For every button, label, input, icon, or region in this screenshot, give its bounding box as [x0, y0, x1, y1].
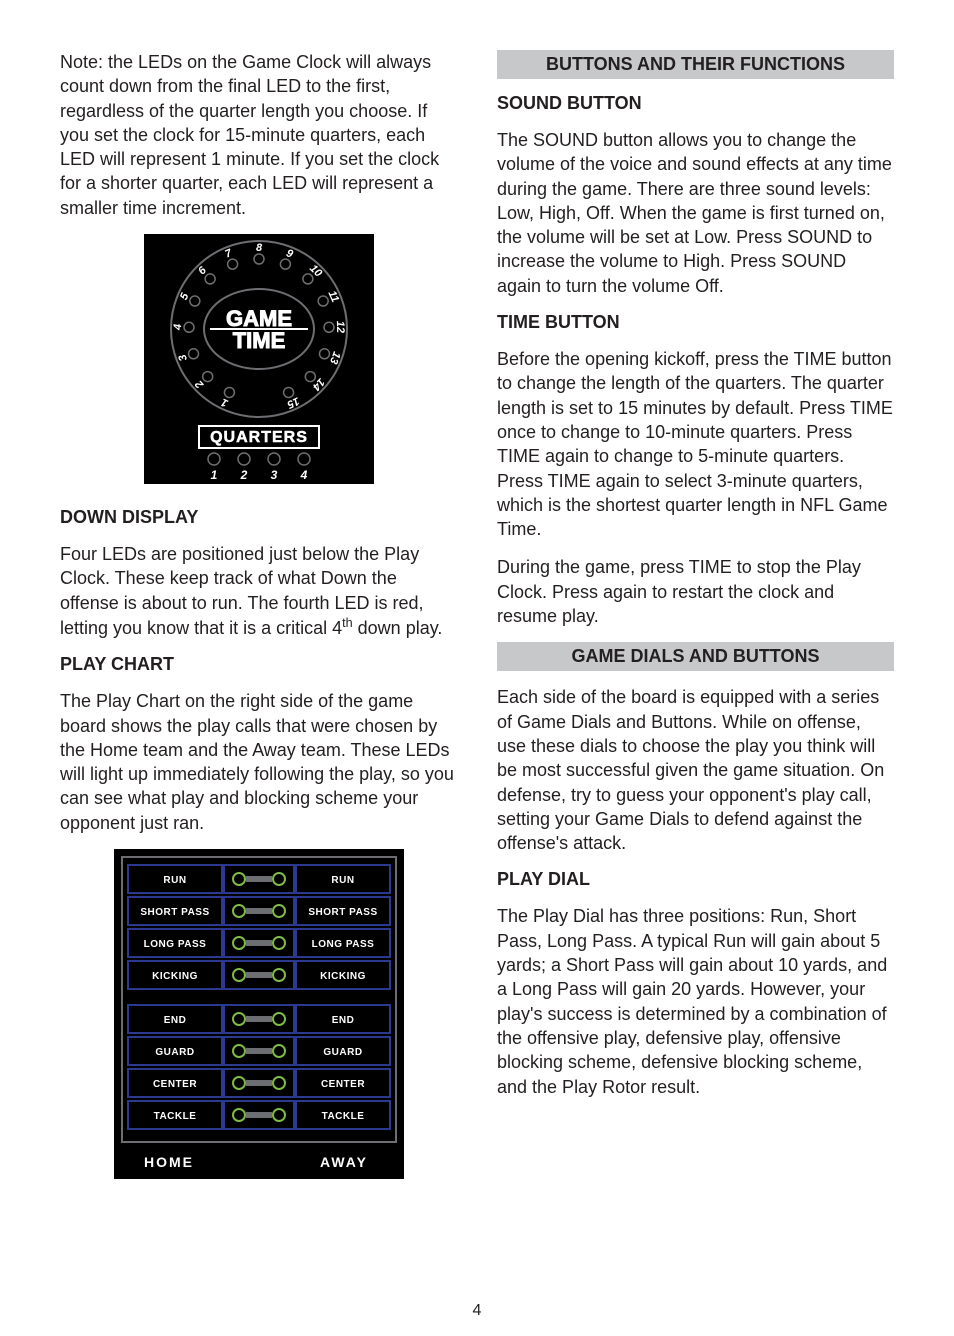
- chart-label-right: LONG PASS: [311, 939, 374, 950]
- chart-label-left: RUN: [163, 875, 186, 886]
- game-clock-svg: 123456789101112131415 GAME TIME QUARTERS…: [144, 234, 374, 484]
- down-display-body: Four LEDs are positioned just below the …: [60, 542, 457, 640]
- intro-paragraph: Note: the LEDs on the Game Clock will al…: [60, 50, 457, 220]
- play-chart-heading: PLAY CHART: [60, 654, 457, 675]
- chart-label-right: GUARD: [323, 1047, 362, 1058]
- clock-number: 8: [255, 242, 262, 254]
- brand-line2: TIME: [232, 328, 285, 353]
- play-dial-body: The Play Dial has three positions: Run, …: [497, 904, 894, 1098]
- chart-led-bar: [246, 972, 272, 978]
- chart-label-left: KICKING: [152, 971, 198, 982]
- chart-label-right: SHORT PASS: [308, 907, 377, 918]
- quarter-number: 3: [270, 468, 277, 482]
- left-column: Note: the LEDs on the Game Clock will al…: [60, 50, 457, 1202]
- chart-label-left: SHORT PASS: [140, 907, 209, 918]
- sound-button-heading: SOUND BUTTON: [497, 93, 894, 114]
- chart-footer-away: AWAY: [320, 1154, 368, 1170]
- down-display-heading: DOWN DISPLAY: [60, 507, 457, 528]
- buttons-functions-banner: BUTTONS AND THEIR FUNCTIONS: [497, 50, 894, 79]
- chart-label-right: KICKING: [320, 971, 366, 982]
- chart-label-right: RUN: [331, 875, 354, 886]
- quarter-number: 4: [299, 468, 307, 482]
- chart-led-bar: [246, 1016, 272, 1022]
- play-chart-figure: RUN RUN SHORT PASS SHORT PASS LONG PASS LONG …: [60, 849, 457, 1184]
- quarters-label: QUARTERS: [210, 429, 308, 446]
- quarter-number: 2: [239, 468, 247, 482]
- chart-led-bar: [246, 908, 272, 914]
- play-dial-heading: PLAY DIAL: [497, 869, 894, 890]
- chart-led-bar: [246, 1048, 272, 1054]
- page-number: 4: [473, 1302, 482, 1320]
- chart-led-bar: [246, 940, 272, 946]
- chart-label-right: END: [331, 1015, 354, 1026]
- play-chart-body: The Play Chart on the right side of the …: [60, 689, 457, 835]
- chart-label-left: LONG PASS: [143, 939, 206, 950]
- clock-number: 4: [171, 324, 183, 331]
- chart-label-left: CENTER: [152, 1079, 196, 1090]
- chart-label-right: TACKLE: [321, 1111, 364, 1122]
- chart-label-left: TACKLE: [153, 1111, 196, 1122]
- play-chart-svg: RUN RUN SHORT PASS SHORT PASS LONG PASS LONG …: [114, 849, 404, 1179]
- chart-led-bar: [246, 876, 272, 882]
- game-dials-banner: GAME DIALS AND BUTTONS: [497, 642, 894, 671]
- chart-label-right: CENTER: [320, 1079, 364, 1090]
- sound-button-body: The SOUND button allows you to change th…: [497, 128, 894, 298]
- quarter-number: 1: [210, 468, 217, 482]
- chart-label-left: GUARD: [155, 1047, 194, 1058]
- right-column: BUTTONS AND THEIR FUNCTIONS SOUND BUTTON…: [497, 50, 894, 1202]
- chart-led-bar: [246, 1112, 272, 1118]
- down-body-sup: th: [342, 616, 353, 630]
- time-button-heading: TIME BUTTON: [497, 312, 894, 333]
- down-body-tail: down play.: [353, 618, 443, 638]
- clock-number: 12: [333, 321, 345, 334]
- chart-label-left: END: [163, 1015, 186, 1026]
- game-clock-figure: 123456789101112131415 GAME TIME QUARTERS…: [60, 234, 457, 489]
- chart-led-bar: [246, 1080, 272, 1086]
- game-dials-body: Each side of the board is equipped with …: [497, 685, 894, 855]
- time-button-body2: During the game, press TIME to stop the …: [497, 555, 894, 628]
- chart-footer-home: HOME: [144, 1154, 194, 1170]
- time-button-body1: Before the opening kickoff, press the TI…: [497, 347, 894, 541]
